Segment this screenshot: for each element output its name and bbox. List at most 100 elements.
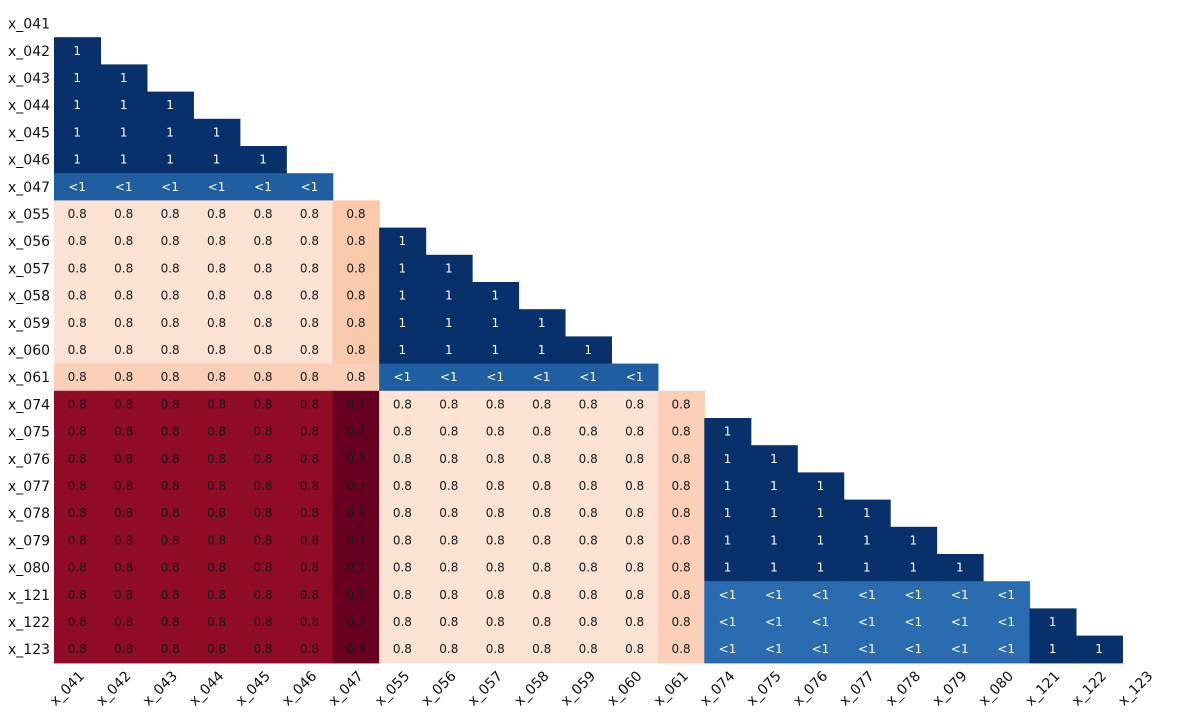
cell-value-label: 0.8 [161, 561, 180, 575]
cell-value-label: <1 [486, 370, 504, 384]
cell-value-label: 1 [73, 153, 81, 167]
heatmap-cell [146, 146, 194, 174]
row-label: x_077 [8, 479, 50, 495]
heatmap-cell [704, 635, 752, 664]
cell-value-label: <1 [812, 615, 830, 629]
cell-value-label: 0.8 [253, 397, 272, 411]
heatmap-cell [518, 309, 566, 337]
cell-value-label: 0.8 [253, 234, 272, 248]
heatmap-cell [518, 499, 566, 528]
cell-value-label: 0.8 [68, 316, 87, 330]
cell-value-label: 1 [863, 506, 871, 520]
heatmap-cell [193, 581, 241, 609]
cell-value-label: 0.8 [114, 425, 133, 439]
heatmap-cell [379, 499, 427, 528]
cell-value-label: 0.7 [346, 533, 365, 547]
cell-value-label: 0.8 [253, 479, 272, 493]
cell-value-label: 0.8 [253, 588, 272, 602]
cell-value-label: 0.8 [300, 452, 319, 466]
cell-value-label: 1 [724, 561, 732, 575]
cell-value-label: 0.8 [393, 452, 412, 466]
cell-value-label: 1 [445, 289, 453, 303]
cell-value-label: <1 [812, 588, 830, 602]
heatmap-cell [332, 581, 380, 609]
heatmap-cell [704, 445, 752, 473]
heatmap-cell [54, 499, 102, 528]
heatmap-cell [332, 554, 380, 582]
cell-value-label: 1 [1049, 615, 1057, 629]
cell-value-label: 0.8 [114, 452, 133, 466]
heatmap-cell [657, 635, 705, 664]
cell-value-label: 0.8 [300, 615, 319, 629]
cell-value-label: <1 [858, 615, 876, 629]
heatmap-cell [193, 173, 241, 201]
heatmap-cell [843, 499, 891, 528]
cell-value-label: 0.8 [114, 289, 133, 303]
heatmap-cell [657, 418, 705, 446]
cell-value-label: 0.8 [625, 506, 644, 520]
cell-value-label: 0.8 [253, 425, 272, 439]
heatmap-cell [379, 227, 427, 256]
cell-value-label: 0.7 [346, 425, 365, 439]
heatmap-cell [425, 390, 473, 419]
cell-value-label: 1 [166, 125, 174, 139]
heatmap-cell [239, 390, 287, 419]
heatmap-cell [193, 418, 241, 446]
heatmap-cell [657, 445, 705, 473]
heatmap-cell [332, 200, 380, 229]
cell-value-label: 0.8 [253, 452, 272, 466]
cell-value-label: 0.8 [114, 207, 133, 221]
cell-value-label: 1 [770, 479, 778, 493]
cell-value-label: 0.8 [207, 316, 226, 330]
cell-value-label: 1 [120, 153, 128, 167]
cell-value-label: 0.8 [439, 425, 458, 439]
row-label: x_123 [8, 642, 50, 658]
cell-value-label: 0.8 [68, 533, 87, 547]
cell-value-label: 1 [770, 533, 778, 547]
heatmap-cell [657, 581, 705, 609]
cell-value-label: 1 [724, 452, 732, 466]
heatmap-cell [611, 635, 659, 664]
heatmap-cell [193, 200, 241, 229]
heatmap-cell [704, 554, 752, 582]
cell-value-label: 1 [399, 343, 407, 357]
cell-value-label: 0.8 [253, 343, 272, 357]
cell-value-label: 1 [259, 153, 267, 167]
heatmap-cell [146, 227, 194, 256]
heatmap-cell [890, 635, 938, 664]
heatmap-cell [936, 554, 984, 582]
cell-value-label: <1 [765, 588, 783, 602]
cell-value-label: 1 [956, 561, 964, 575]
cell-value-label: 0.8 [579, 642, 598, 656]
cell-value-label: 0.8 [579, 533, 598, 547]
row-label: x_057 [8, 261, 50, 277]
cell-value-label: 0.8 [346, 343, 365, 357]
heatmap-cell [704, 608, 752, 637]
cell-value-label: 1 [1095, 642, 1103, 656]
row-label: x_047 [8, 180, 50, 196]
heatmap-cell [100, 526, 148, 555]
cell-value-label: 0.8 [486, 561, 505, 575]
cell-value-label: 0.8 [486, 479, 505, 493]
heatmap-cell [611, 363, 659, 392]
cell-value-label: 0.8 [346, 261, 365, 275]
cell-value-label: 0.8 [207, 343, 226, 357]
cell-value-label: 0.8 [253, 533, 272, 547]
cell-value-label: 0.8 [207, 289, 226, 303]
heatmap-cell [379, 472, 427, 501]
cell-value-label: <1 [440, 370, 458, 384]
heatmap-cell [890, 554, 938, 582]
heatmap-cell [100, 336, 148, 365]
cell-value-label: 1 [770, 452, 778, 466]
heatmap-cell [704, 418, 752, 446]
column-label: x_122 [1069, 668, 1110, 709]
cell-value-label: 0.8 [161, 316, 180, 330]
heatmap-cell [193, 445, 241, 473]
heatmap-cell [983, 581, 1031, 609]
heatmap-cell [100, 581, 148, 609]
cell-value-label: 0.8 [207, 506, 226, 520]
cell-value-label: <1 [858, 588, 876, 602]
cell-value-label: 0.8 [439, 479, 458, 493]
heatmap-cell [425, 309, 473, 337]
